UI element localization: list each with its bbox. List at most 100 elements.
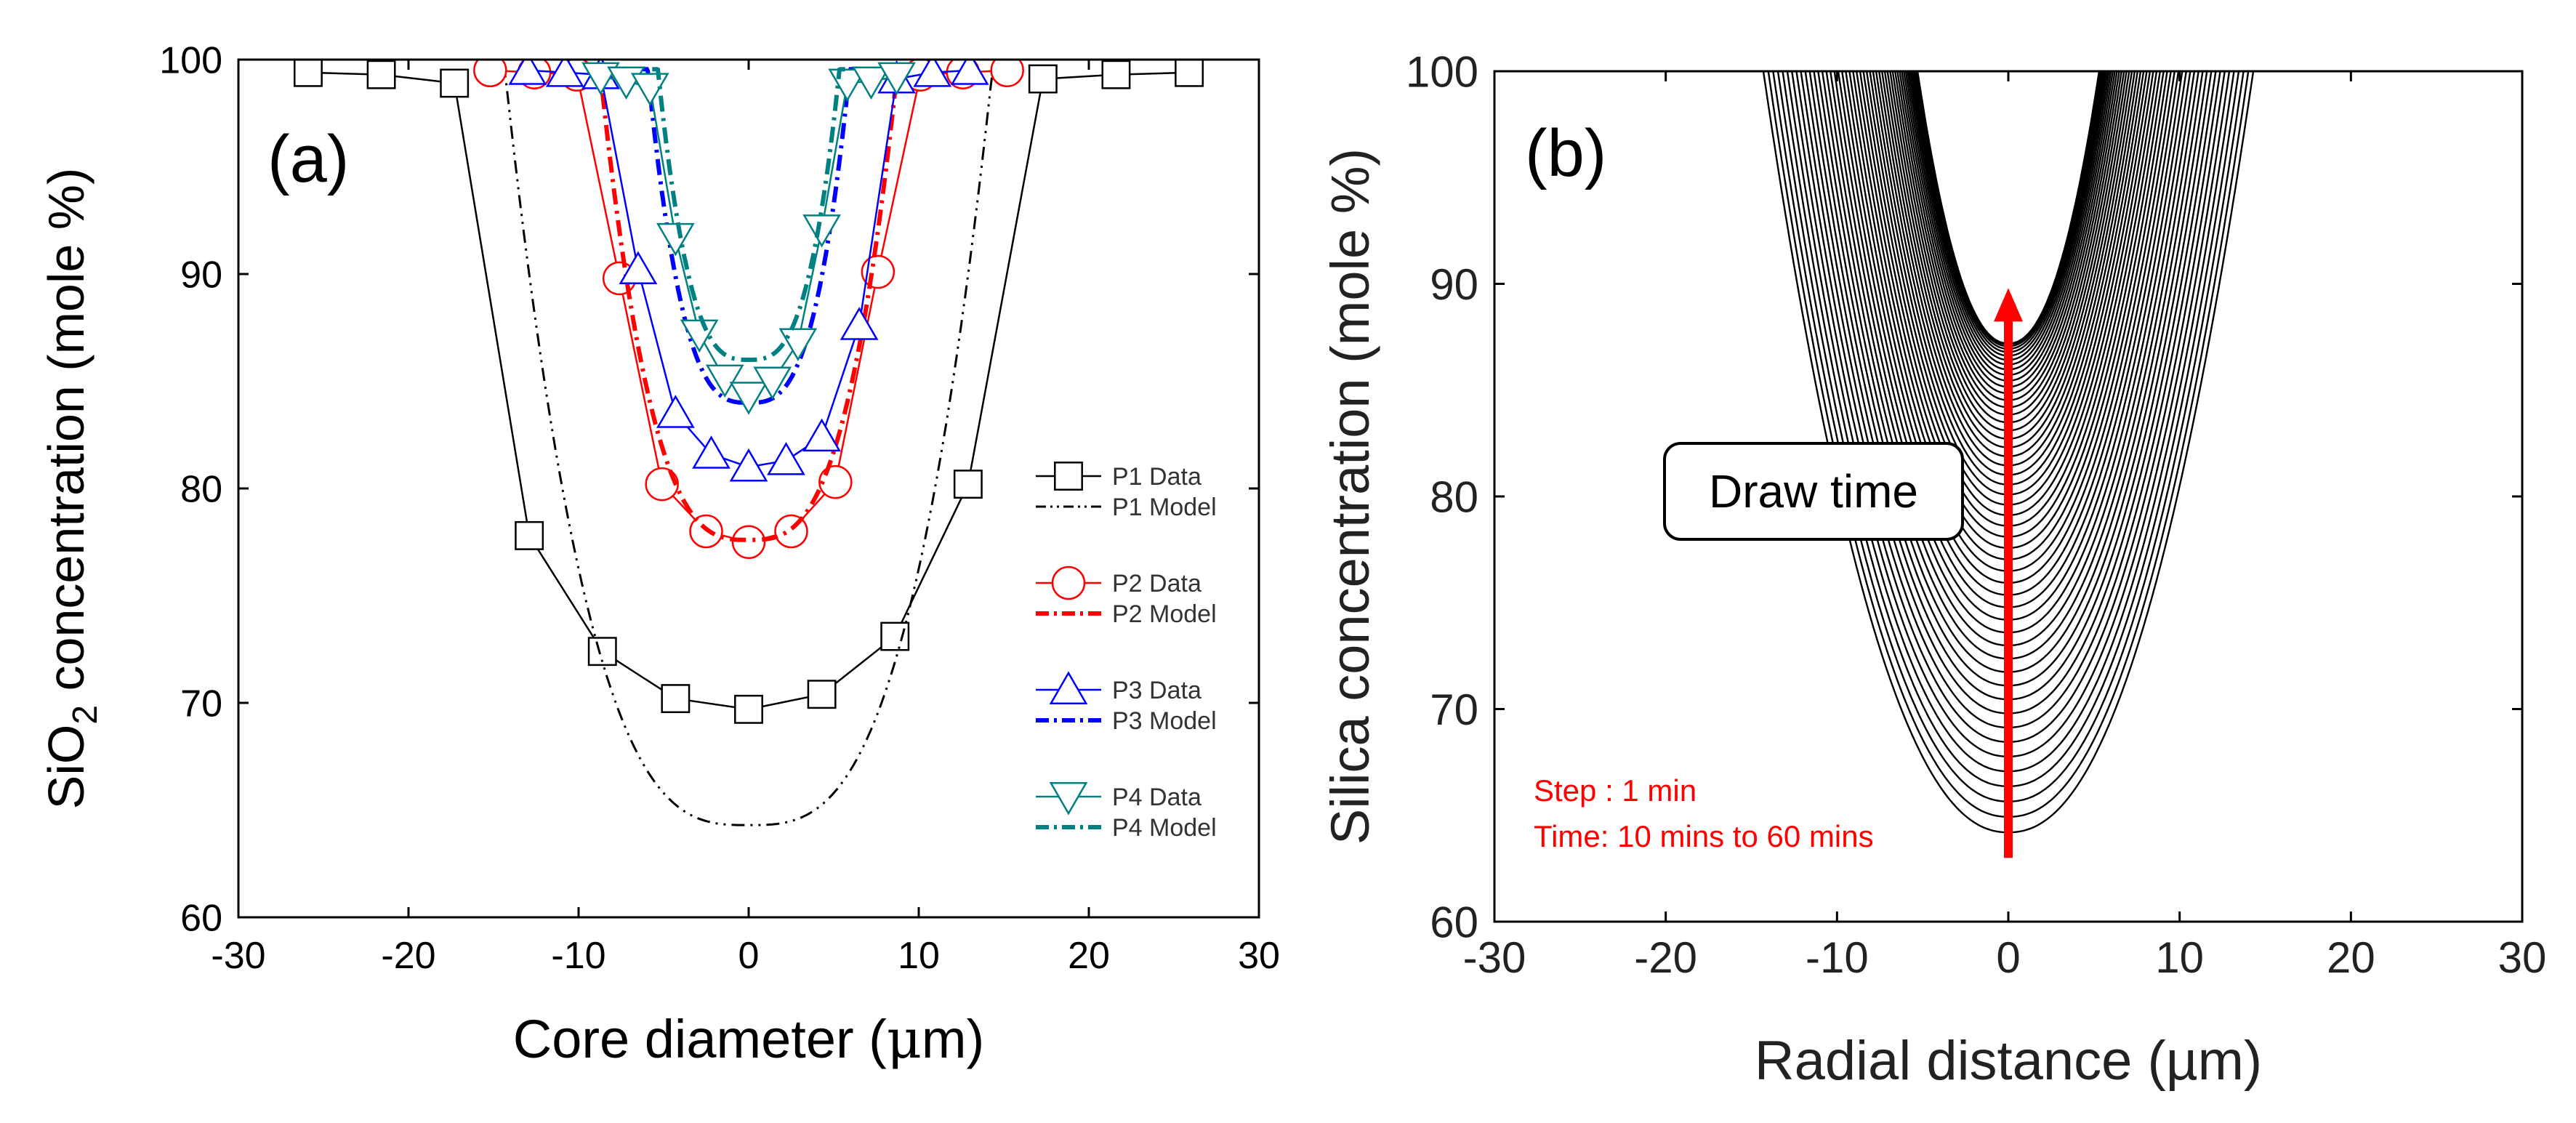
panel-b-frame: [1493, 70, 2524, 923]
panel-b-x-tick-label: -10: [1806, 933, 1869, 982]
data-point: [656, 395, 695, 428]
panel-a-x-tick-label: 0: [738, 935, 760, 977]
panel-b-x-tick-label: 20: [2327, 933, 2375, 982]
panel-a-x-tick-label: -10: [551, 935, 605, 977]
data-point: [807, 680, 837, 709]
panel-a-y-tick-label: 90: [180, 254, 222, 297]
panel-b-x-tick-label: -20: [1634, 933, 1697, 982]
panel-a-plot-area: [293, 60, 1204, 826]
step-note: Step : 1 min: [1534, 773, 1696, 808]
data-point: [656, 222, 695, 257]
series-p4-data: [581, 62, 916, 415]
panel-a-y-tick-label: 60: [180, 898, 222, 940]
panel-a-x-tick-label: 30: [1238, 935, 1280, 977]
series-p4-model: [652, 67, 845, 362]
legend-label: P3 Data: [1112, 677, 1202, 704]
legend-label: P3 Model: [1112, 707, 1217, 735]
legend-entry: P4 Model: [1036, 814, 1217, 842]
panel-a-frame: [237, 58, 1260, 919]
data-point: [619, 251, 658, 285]
data-point: [293, 60, 323, 87]
legend-entry: P3 Data: [1036, 671, 1202, 704]
legend-marker: [1051, 565, 1086, 600]
panel-a-legend: P1 Data P1 Model P2 Data P2 Model P3 Data P3 …: [1036, 462, 1217, 842]
panel-b-x-tick-label: 30: [2498, 933, 2547, 982]
data-point: [705, 364, 744, 398]
data-point: [729, 382, 768, 415]
model-curve: [641, 67, 856, 405]
series-p2-model: [591, 67, 906, 542]
panel-a-y-tick-label: 70: [180, 683, 222, 725]
panel-a-label: (a): [267, 122, 349, 196]
legend-marker: [1049, 782, 1088, 816]
panel-a-x-tick-label: 10: [898, 935, 940, 977]
data-point: [990, 60, 1024, 87]
series-p1-data: [293, 60, 1204, 724]
draw-time-box: [1663, 442, 1964, 541]
data-point: [440, 68, 470, 98]
panel-a-x-tick-label: -30: [211, 935, 265, 977]
panel-b-y-tick-label: 80: [1430, 473, 1478, 522]
data-point: [692, 435, 730, 469]
legend-entry: P3 Model: [1036, 707, 1217, 735]
panel-b-x-tick-label: -30: [1463, 933, 1526, 982]
panel-b-x-tick-label: 0: [1996, 933, 2020, 982]
data-point: [767, 442, 805, 475]
model-curve: [652, 67, 845, 362]
arrow-head: [1994, 288, 2023, 322]
data-point: [852, 66, 890, 100]
data-point: [1175, 60, 1204, 87]
panel-b-label: (b): [1525, 116, 1606, 190]
panel-b-y-tick-label: 100: [1406, 48, 1478, 97]
data-point: [734, 694, 763, 724]
legend-label: P2 Model: [1112, 600, 1217, 628]
series-p3-data: [508, 60, 989, 482]
legend-marker: [1049, 671, 1088, 704]
panel-b-x-axis-label: Radial distance (µm): [1755, 1030, 2262, 1092]
panel-a-y-tick-label: 100: [159, 40, 222, 82]
panel-b-x-tick-label: 10: [2155, 933, 2204, 982]
data-point: [753, 366, 792, 401]
panel-a-x-tick-label: -20: [381, 935, 435, 977]
legend-entry: P1 Model: [1036, 494, 1217, 521]
data-point: [366, 60, 396, 89]
data-point: [515, 520, 544, 550]
data-point: [1028, 64, 1058, 94]
panel-a-x-axis-label: Core diameter (μm): [513, 1008, 984, 1071]
panel-a: -30 -20 -10 0 10 20 30 60 70 80 90 100 (a) Core dia…: [38, 40, 1280, 1071]
data-point: [877, 62, 916, 96]
panel-a-tick-labels: -30 -20 -10 0 10 20 30 60 70 80 90 100: [159, 40, 1280, 977]
data-point: [913, 60, 952, 87]
model-curve: [491, 68, 1006, 826]
data-point: [1101, 60, 1131, 89]
panel-b-tick-labels: -30 -20 -10 0 10 20 30 60 70 80 90 100: [1406, 48, 2546, 982]
data-point: [729, 448, 768, 482]
series-p3-model: [641, 67, 856, 405]
time-range-note: Time: 10 mins to 60 mins: [1534, 819, 1874, 853]
data-point: [802, 214, 841, 248]
model-curve: [591, 67, 906, 542]
legend-label: P4 Model: [1112, 814, 1217, 842]
panel-b-y-tick-label: 60: [1430, 898, 1478, 947]
data-point: [802, 418, 841, 452]
data-point: [473, 60, 507, 87]
legend-label: P2 Data: [1112, 570, 1202, 597]
legend-entry: P2 Data: [1036, 565, 1202, 600]
legend-label: P1 Data: [1112, 463, 1202, 491]
panel-a-y-tick-label: 80: [180, 469, 222, 511]
data-point: [661, 684, 691, 714]
legend-entry: P1 Data: [1036, 462, 1202, 491]
data-point: [680, 319, 719, 353]
panel-b: -30 -20 -10 0 10 20 30 60 70 80 90 100 (b) Radial d…: [1320, 48, 2546, 1092]
data-point: [545, 60, 584, 87]
data-point: [950, 60, 989, 85]
data-point: [778, 328, 818, 361]
data-point: [508, 60, 547, 85]
panel-b-y-tick-label: 70: [1430, 685, 1478, 734]
legend-marker: [1054, 462, 1083, 491]
draw-time-arrow: [1994, 288, 2023, 858]
draw-time-text: Draw time: [1709, 465, 1918, 518]
panel-b-y-tick-label: 90: [1430, 260, 1478, 309]
data-point: [880, 621, 910, 651]
